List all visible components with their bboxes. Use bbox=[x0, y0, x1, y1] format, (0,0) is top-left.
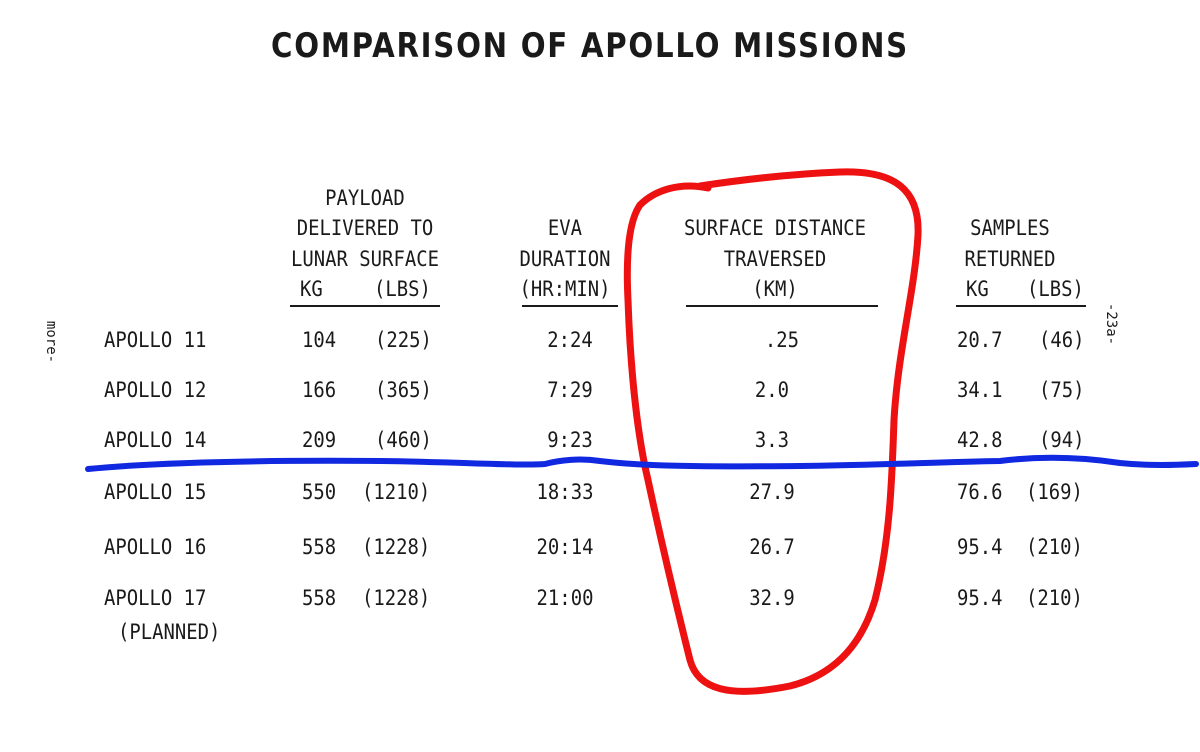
samples-header-line-1: SAMPLES bbox=[970, 216, 1050, 240]
payload-lbs-cell: (460) bbox=[375, 428, 432, 452]
distance-header-line-3: (KM) bbox=[752, 277, 798, 301]
samples-lbs-cell: (75) bbox=[1039, 378, 1085, 402]
payload-lbs-cell: (225) bbox=[375, 328, 432, 352]
blue-line-annotation bbox=[85, 454, 1199, 472]
payload-kg-cell: 558 bbox=[302, 535, 337, 559]
page-title: COMPARISON OF APOLLO MISSIONS bbox=[271, 26, 909, 66]
samples-kg-cell: 76.6 bbox=[957, 480, 1003, 504]
payload-lbs-header: (LBS) bbox=[374, 277, 431, 301]
payload-header-rule bbox=[290, 305, 440, 307]
eva-cell: 20:14 bbox=[536, 535, 594, 559]
eva-header-line-2: DURATION bbox=[519, 247, 611, 271]
mission-name: APOLLO 16 bbox=[104, 535, 207, 559]
samples-header-line-2: RETURNED bbox=[964, 247, 1056, 271]
samples-kg-cell: 95.4 bbox=[957, 535, 1003, 559]
distance-header-rule bbox=[686, 305, 878, 307]
payload-header-line-2: DELIVERED TO bbox=[296, 216, 434, 240]
samples-lbs-cell: (210) bbox=[1026, 586, 1083, 610]
distance-cell: 27.9 bbox=[749, 480, 795, 504]
mission-name: APOLLO 17 bbox=[104, 586, 207, 610]
payload-lbs-cell: (1228) bbox=[362, 586, 431, 610]
samples-kg-cell: 34.1 bbox=[957, 378, 1003, 402]
samples-kg-cell: 42.8 bbox=[957, 428, 1003, 452]
distance-cell: 26.7 bbox=[749, 535, 795, 559]
payload-lbs-cell: (365) bbox=[375, 378, 432, 402]
payload-lbs-cell: (1210) bbox=[362, 480, 431, 504]
mission-name: APOLLO 11 bbox=[104, 328, 207, 352]
samples-kg-cell: 95.4 bbox=[957, 586, 1003, 610]
payload-kg-cell: 166 bbox=[302, 378, 337, 402]
samples-lbs-cell: (46) bbox=[1039, 328, 1085, 352]
payload-kg-cell: 209 bbox=[302, 428, 337, 452]
payload-kg-cell: 550 bbox=[302, 480, 337, 504]
distance-cell: 3.3 bbox=[754, 428, 790, 452]
payload-kg-header: KG bbox=[300, 277, 323, 301]
payload-header-line-3: LUNAR SURFACE bbox=[291, 247, 439, 271]
distance-header-line-1: SURFACE DISTANCE bbox=[683, 216, 867, 240]
eva-header-rule bbox=[522, 305, 618, 307]
samples-kg-cell: 20.7 bbox=[957, 328, 1003, 352]
distance-header-line-2: TRAVERSED bbox=[723, 247, 827, 271]
eva-header-line-1: EVA bbox=[547, 216, 583, 240]
payload-header-line-1: PAYLOAD bbox=[325, 186, 405, 210]
eva-cell: 9:23 bbox=[547, 428, 593, 452]
mission-name: APOLLO 14 bbox=[104, 428, 207, 452]
payload-kg-cell: 104 bbox=[302, 328, 337, 352]
samples-lbs-cell: (94) bbox=[1039, 428, 1085, 452]
distance-cell: .25 bbox=[764, 328, 800, 352]
distance-cell: 32.9 bbox=[749, 586, 795, 610]
samples-header-rule bbox=[956, 305, 1086, 307]
eva-cell: 18:33 bbox=[536, 480, 594, 504]
payload-kg-cell: 558 bbox=[302, 586, 337, 610]
eva-cell: 7:29 bbox=[547, 378, 593, 402]
samples-lbs-cell: (169) bbox=[1026, 480, 1083, 504]
mission-note: (PLANNED) bbox=[118, 620, 221, 644]
mission-name: APOLLO 12 bbox=[104, 378, 207, 402]
payload-lbs-cell: (1228) bbox=[362, 535, 431, 559]
samples-lbs-cell: (210) bbox=[1026, 535, 1083, 559]
eva-cell: 21:00 bbox=[536, 586, 594, 610]
eva-cell: 2:24 bbox=[547, 328, 593, 352]
samples-lbs-header: (LBS) bbox=[1027, 277, 1084, 301]
mission-name: APOLLO 15 bbox=[104, 480, 207, 504]
eva-header-line-3: (HR:MIN) bbox=[519, 277, 611, 301]
samples-kg-header: KG bbox=[966, 277, 989, 301]
red-circle-annotation bbox=[623, 168, 922, 695]
distance-cell: 2.0 bbox=[754, 378, 790, 402]
